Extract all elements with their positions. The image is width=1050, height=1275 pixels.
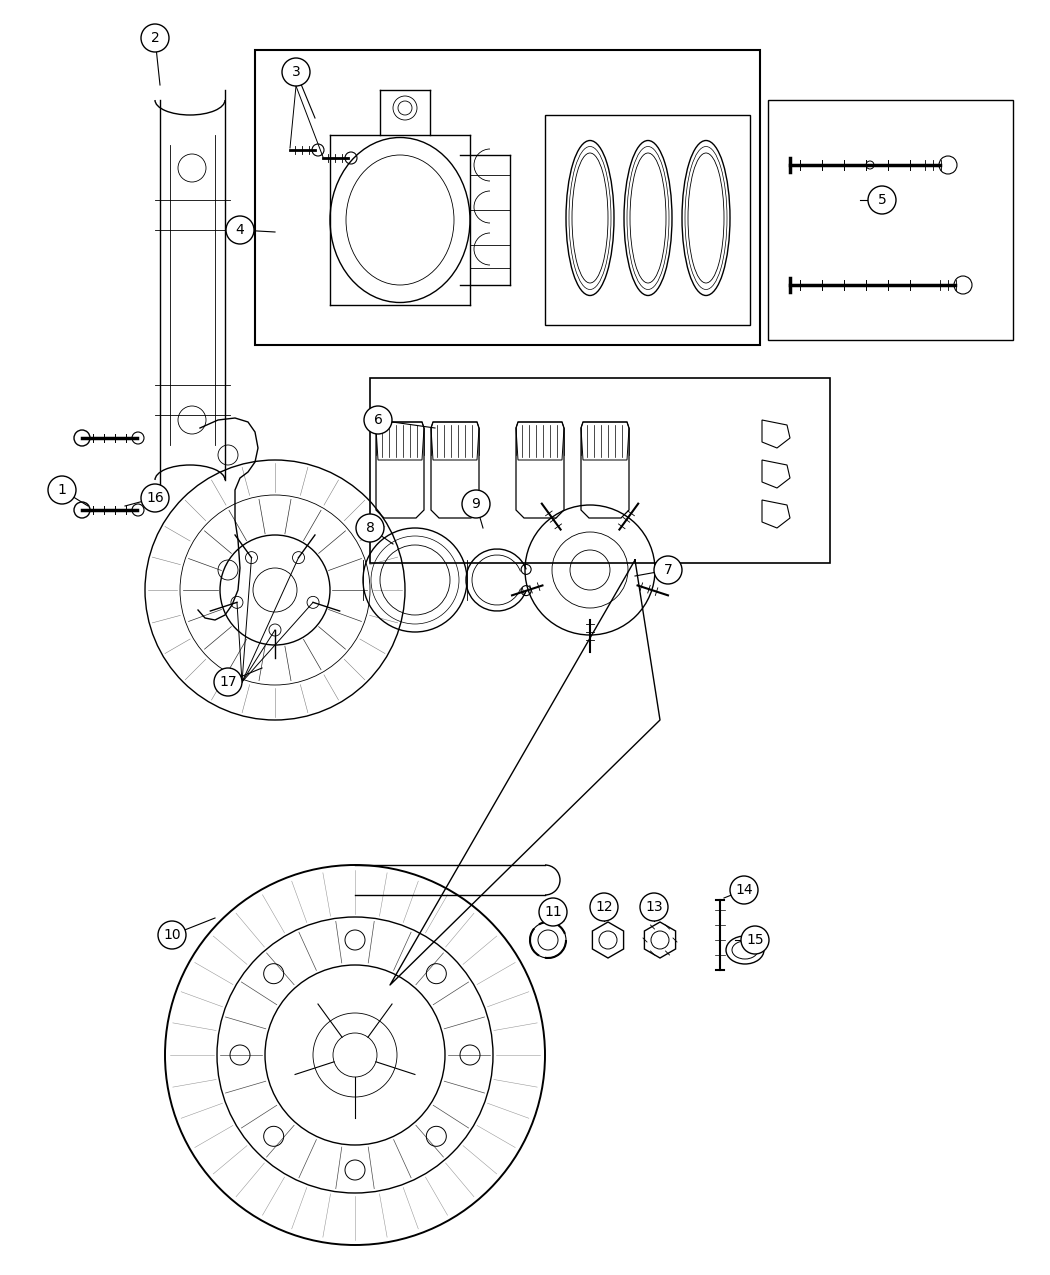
Text: 7: 7 [664,564,672,578]
Text: 17: 17 [219,674,237,688]
Text: 11: 11 [544,905,562,919]
Bar [768,99,1013,340]
Circle shape [141,484,169,513]
Circle shape [462,490,490,518]
Circle shape [141,24,169,52]
Circle shape [158,921,186,949]
Text: 15: 15 [747,933,763,947]
Circle shape [364,405,392,434]
Text: 4: 4 [235,223,245,237]
Circle shape [48,476,76,504]
Text: 9: 9 [471,497,481,511]
Circle shape [356,514,384,542]
Circle shape [640,892,668,921]
Text: 2: 2 [150,31,160,45]
Circle shape [654,556,682,584]
Circle shape [590,892,618,921]
Circle shape [282,57,310,85]
Text: 5: 5 [878,193,886,207]
Text: 8: 8 [365,521,375,536]
Text: 12: 12 [595,900,613,914]
Bar [545,115,750,325]
Circle shape [214,668,242,696]
Text: 14: 14 [735,884,753,898]
Bar [370,377,830,564]
Text: 3: 3 [292,65,300,79]
Circle shape [868,186,896,214]
Text: 10: 10 [163,928,181,942]
Text: 13: 13 [645,900,663,914]
Bar [255,50,760,346]
Circle shape [730,876,758,904]
Circle shape [741,926,769,954]
Text: 6: 6 [374,413,382,427]
Circle shape [226,215,254,244]
Text: 16: 16 [146,491,164,505]
Text: 1: 1 [58,483,66,497]
Circle shape [539,898,567,926]
